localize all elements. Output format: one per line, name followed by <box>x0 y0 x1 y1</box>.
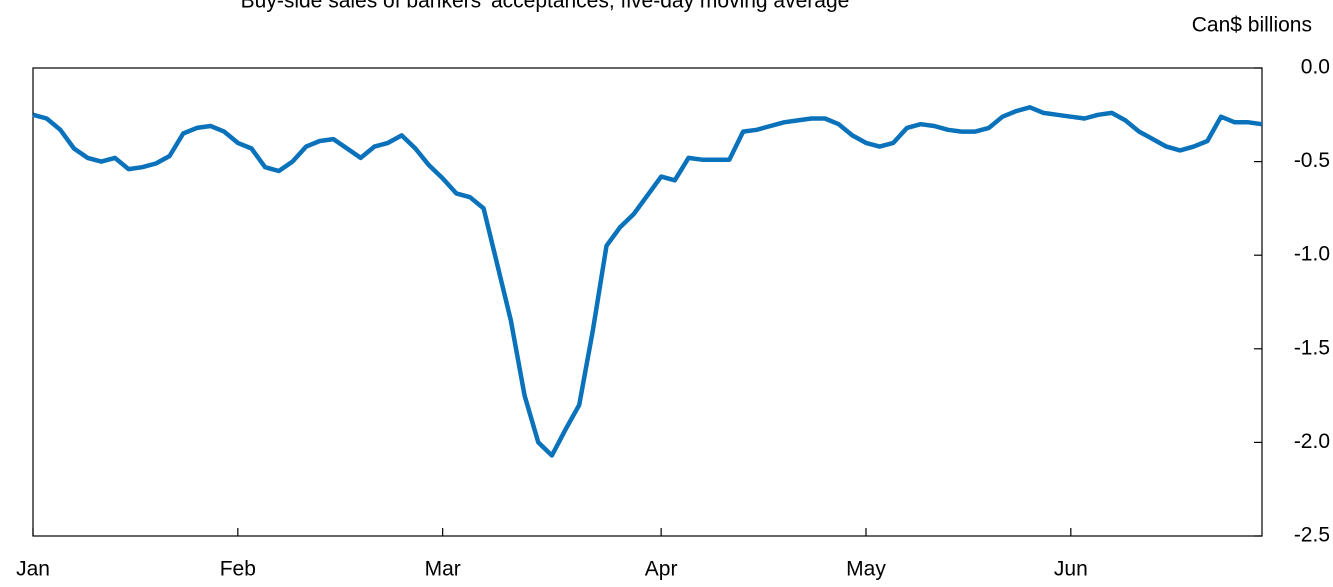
chart-title: Buy-side sales of bankers' acceptances, … <box>241 0 850 13</box>
x-tick-label: Apr <box>645 558 678 581</box>
x-tick-label: Mar <box>425 558 461 581</box>
y-tick-label: -2.5 <box>1294 524 1330 547</box>
y-tick-label: -0.5 <box>1294 149 1330 172</box>
x-tick-label: Jan <box>16 558 50 581</box>
y-tick-label: -2.0 <box>1294 430 1330 453</box>
y-tick-label: -1.5 <box>1294 336 1330 359</box>
y-axis-label: Can$ billions <box>1192 14 1312 37</box>
y-tick-label: 0.0 <box>1301 56 1330 79</box>
plot-frame <box>32 67 1263 537</box>
x-tick-label: Feb <box>220 558 256 581</box>
x-tick-label: Jun <box>1054 558 1088 581</box>
y-tick-label: -1.0 <box>1294 243 1330 266</box>
data-line <box>32 105 1263 458</box>
x-tick-label: May <box>846 558 886 581</box>
